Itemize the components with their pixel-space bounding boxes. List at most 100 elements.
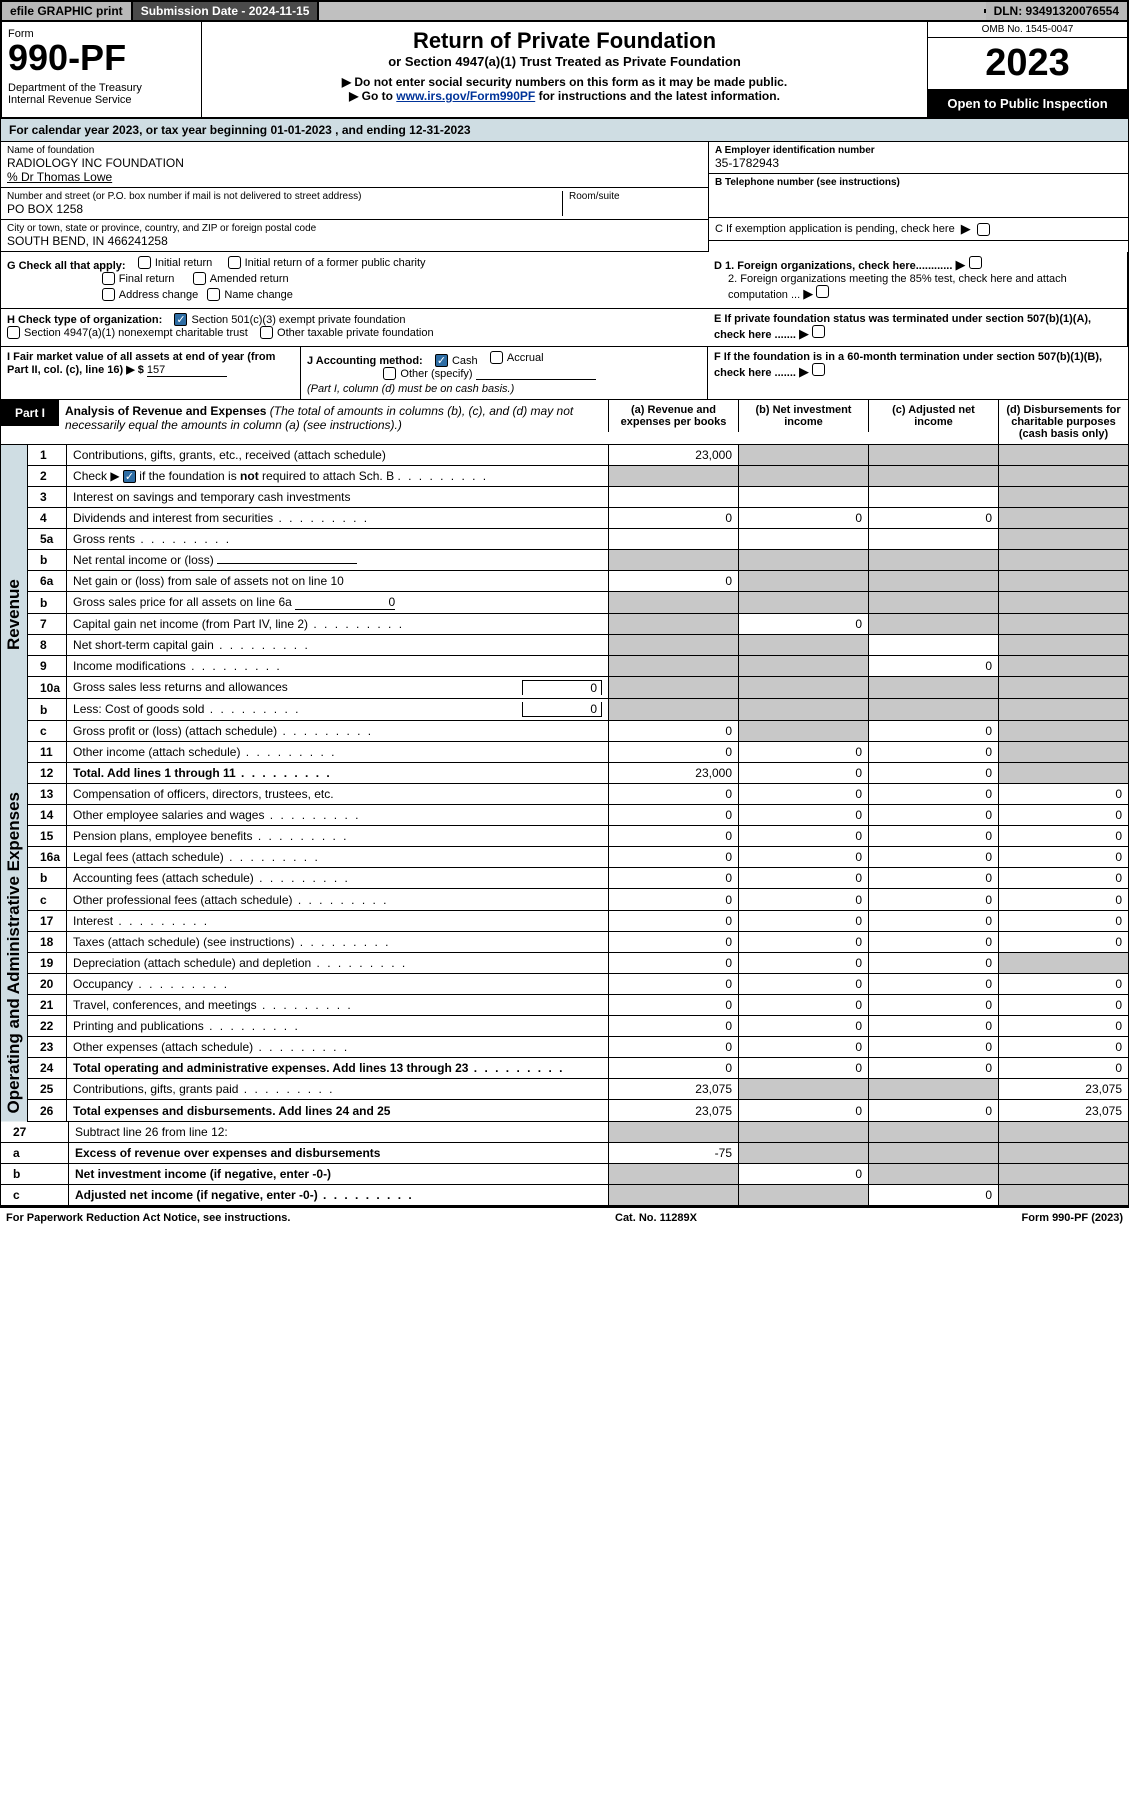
- g-opt-3: Initial return of a former public charit…: [245, 257, 426, 269]
- line-24: 24Total operating and administrative exp…: [28, 1058, 1129, 1079]
- line-16a: 16aLegal fees (attach schedule)0000: [28, 847, 1129, 868]
- d1-label: D 1. Foreign organizations, check here..…: [714, 260, 952, 272]
- line-10c: cGross profit or (loss) (attach schedule…: [28, 721, 1129, 742]
- line-18: 18Taxes (attach schedule) (see instructi…: [28, 931, 1129, 952]
- part1-tab: Part I: [1, 400, 59, 426]
- line-15: 15Pension plans, employee benefits0000: [28, 826, 1129, 847]
- line-27a: aExcess of revenue over expenses and dis…: [1, 1142, 1129, 1163]
- form-number: 990-PF: [8, 40, 195, 76]
- j-note: (Part I, column (d) must be on cash basi…: [307, 383, 514, 395]
- f-checkbox[interactable]: [812, 363, 825, 376]
- form-note-2: ▶ Go to www.irs.gov/Form990PF for instru…: [212, 89, 917, 103]
- col-b-hdr: (b) Net investment income: [738, 400, 868, 432]
- form-title: Return of Private Foundation: [212, 28, 917, 54]
- line-6b: bGross sales price for all assets on lin…: [28, 592, 1129, 614]
- foundation-name: RADIOLOGY INC FOUNDATION: [7, 156, 702, 170]
- top-bar: efile GRAPHIC print Submission Date - 20…: [0, 0, 1129, 22]
- line-17: 17Interest0000: [28, 910, 1129, 931]
- h-opt1: Section 501(c)(3) exempt private foundat…: [191, 314, 405, 326]
- g-initial-return[interactable]: [138, 256, 151, 269]
- line27-table: 27Subtract line 26 from line 12: aExcess…: [0, 1122, 1129, 1206]
- address-label: Number and street (or P.O. box number if…: [7, 191, 562, 202]
- g-final-return[interactable]: [102, 272, 115, 285]
- department: Department of the Treasury Internal Reve…: [8, 82, 195, 106]
- g-opt-1: Final return: [119, 273, 175, 285]
- g-amended[interactable]: [193, 272, 206, 285]
- footer-right: Form 990-PF (2023): [1022, 1212, 1124, 1224]
- part1-header: Part I Analysis of Revenue and Expenses …: [0, 400, 1129, 445]
- city-label: City or town, state or province, country…: [7, 223, 702, 234]
- line-7: 7Capital gain net income (from Part IV, …: [28, 614, 1129, 635]
- j-accrual-checkbox[interactable]: [490, 351, 503, 364]
- identification-block: Name of foundation RADIOLOGY INC FOUNDAT…: [0, 142, 1129, 252]
- line-4: 4Dividends and interest from securities0…: [28, 508, 1129, 529]
- d1-checkbox[interactable]: [969, 256, 982, 269]
- schb-checkbox[interactable]: ✓: [123, 470, 136, 483]
- instructions-link[interactable]: www.irs.gov/Form990PF: [396, 89, 535, 103]
- j-other-checkbox[interactable]: [383, 367, 396, 380]
- line-10a: 10aGross sales less returns and allowanc…: [28, 677, 1129, 699]
- i-value: 157: [147, 364, 227, 377]
- name-label: Name of foundation: [7, 145, 702, 156]
- e-checkbox[interactable]: [812, 325, 825, 338]
- line-3: 3Interest on savings and temporary cash …: [28, 487, 1129, 508]
- line-5b: bNet rental income or (loss): [28, 550, 1129, 571]
- form-header: Form 990-PF Department of the Treasury I…: [0, 22, 1129, 119]
- line-27b: bNet investment income (if negative, ent…: [1, 1163, 1129, 1184]
- h-501c3-checkbox[interactable]: ✓: [174, 313, 187, 326]
- h-opt3: Other taxable private foundation: [277, 327, 434, 339]
- line-16c: cOther professional fees (attach schedul…: [28, 889, 1129, 910]
- line-20: 20Occupancy0000: [28, 973, 1129, 994]
- j-accrual: Accrual: [507, 352, 544, 364]
- part1-title: Analysis of Revenue and Expenses: [65, 404, 266, 418]
- line-27c: cAdjusted net income (if negative, enter…: [1, 1184, 1129, 1205]
- g-opt-5: Name change: [224, 289, 293, 301]
- line-22: 22Printing and publications0000: [28, 1016, 1129, 1037]
- line-26: 26Total expenses and disbursements. Add …: [28, 1100, 1129, 1121]
- spacer: [319, 9, 985, 13]
- line-27: 27Subtract line 26 from line 12:: [1, 1122, 1129, 1143]
- c-label: C If exemption application is pending, c…: [715, 223, 955, 235]
- col-d-hdr: (d) Disbursements for charitable purpose…: [998, 400, 1128, 444]
- city: SOUTH BEND, IN 466241258: [7, 234, 702, 248]
- g-opt-4: Amended return: [210, 273, 289, 285]
- submission-date: Submission Date - 2024-11-15: [133, 2, 320, 20]
- f-label: F If the foundation is in a 60-month ter…: [714, 351, 1102, 379]
- expenses-sidelabel: Operating and Administrative Expenses: [1, 784, 27, 1122]
- g-initial-former[interactable]: [228, 256, 241, 269]
- e-label: E If private foundation status was termi…: [714, 313, 1091, 341]
- c-checkbox[interactable]: [977, 223, 990, 236]
- d2-label: 2. Foreign organizations meeting the 85%…: [728, 273, 1067, 301]
- expenses-section: Operating and Administrative Expenses 13…: [0, 784, 1129, 1122]
- j-label: J Accounting method:: [307, 355, 423, 367]
- j-cash-checkbox[interactable]: ✓: [435, 354, 448, 367]
- d2-checkbox[interactable]: [816, 285, 829, 298]
- line-1: 1Contributions, gifts, grants, etc., rec…: [28, 445, 1129, 466]
- g-opt-2: Address change: [119, 289, 199, 301]
- revenue-table: 1Contributions, gifts, grants, etc., rec…: [27, 445, 1129, 784]
- tax-year: 2023: [928, 38, 1127, 90]
- line-9: 9Income modifications0: [28, 656, 1129, 677]
- ein-label: A Employer identification number: [715, 145, 1122, 156]
- form-note-1: ▶ Do not enter social security numbers o…: [212, 75, 917, 89]
- form-subtitle: or Section 4947(a)(1) Trust Treated as P…: [212, 54, 917, 69]
- j-other: Other (specify): [400, 368, 472, 380]
- col-c-hdr: (c) Adjusted net income: [868, 400, 998, 432]
- h-other-taxable-checkbox[interactable]: [260, 326, 273, 339]
- i-label: I Fair market value of all assets at end…: [7, 351, 275, 376]
- j-cash: Cash: [452, 355, 478, 367]
- efile-print[interactable]: efile GRAPHIC print: [2, 2, 133, 20]
- line-11: 11Other income (attach schedule)000: [28, 742, 1129, 763]
- h-4947-checkbox[interactable]: [7, 326, 20, 339]
- line-19: 19Depreciation (attach schedule) and dep…: [28, 952, 1129, 973]
- phone-label: B Telephone number (see instructions): [715, 177, 1122, 188]
- line-14: 14Other employee salaries and wages0000: [28, 805, 1129, 826]
- g-name-change[interactable]: [207, 288, 220, 301]
- revenue-section: Revenue 1Contributions, gifts, grants, e…: [0, 445, 1129, 784]
- expenses-table: 13Compensation of officers, directors, t…: [27, 784, 1129, 1122]
- footer-left: For Paperwork Reduction Act Notice, see …: [6, 1212, 290, 1224]
- g-address-change[interactable]: [102, 288, 115, 301]
- footer-mid: Cat. No. 11289X: [615, 1212, 697, 1224]
- care-of: % Dr Thomas Lowe: [7, 170, 702, 184]
- h-row: H Check type of organization: ✓Section 5…: [0, 309, 1129, 347]
